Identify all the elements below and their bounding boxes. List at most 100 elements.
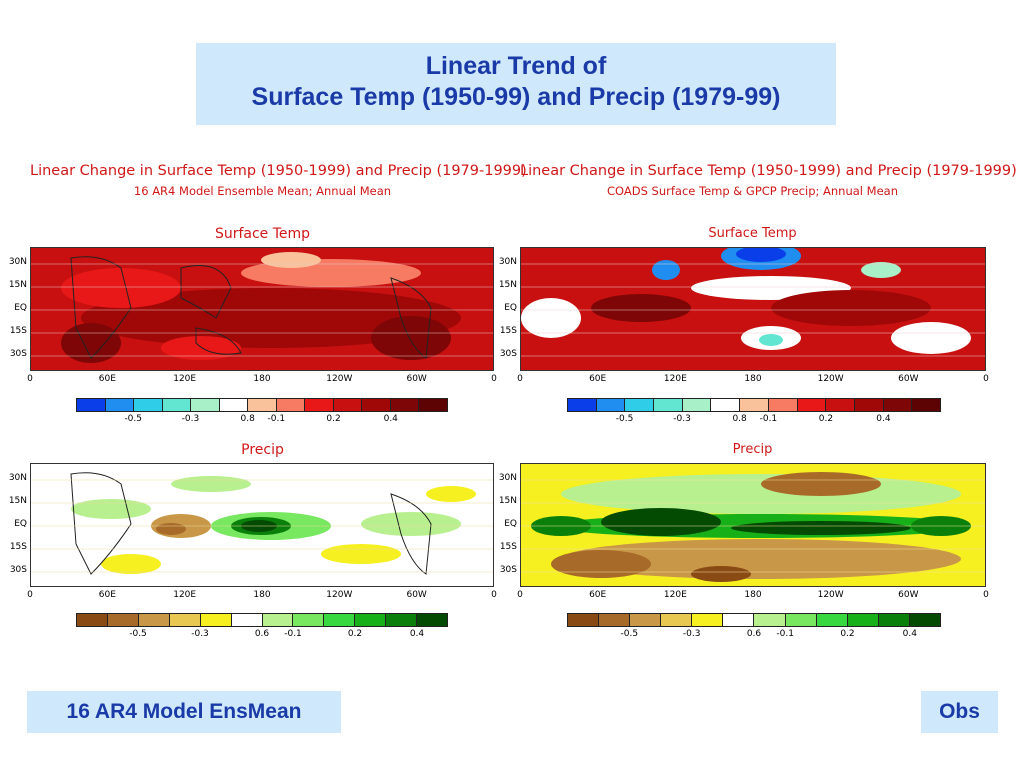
map-obs-temp bbox=[520, 247, 986, 371]
colorbar-cell bbox=[630, 614, 662, 626]
map-obs-precip bbox=[520, 463, 986, 587]
colorbar-cell bbox=[390, 399, 420, 411]
colorbar-cell bbox=[754, 614, 786, 626]
lon-label-obs-precip: 0 bbox=[517, 590, 523, 600]
lon-label-model-precip: 60W bbox=[406, 590, 427, 600]
colorbar-cell bbox=[826, 399, 855, 411]
colorbar-label: -0.3 bbox=[181, 414, 200, 424]
colorbar-cell bbox=[191, 399, 220, 411]
colorbar-label: 0.4 bbox=[902, 629, 917, 639]
lat-label-obs-temp: 30S bbox=[499, 349, 517, 359]
lat-label-model-precip: 15S bbox=[9, 542, 27, 552]
right-precip-title: Precip bbox=[732, 442, 773, 457]
colorbar-cell bbox=[77, 614, 108, 626]
lon-label-obs-temp: 60W bbox=[898, 374, 919, 384]
colorbar-cell bbox=[847, 614, 879, 626]
lon-label-model-temp: 0 bbox=[27, 374, 33, 384]
lat-label-model-temp: EQ bbox=[14, 303, 27, 313]
colorbar-label: -0.1 bbox=[267, 414, 286, 424]
colorbar-cell bbox=[568, 614, 600, 626]
colorbar-label: 0.2 bbox=[347, 629, 363, 639]
colorbar-label: 0.2 bbox=[840, 629, 855, 639]
colorbar-cell bbox=[77, 399, 106, 411]
lat-label-obs-temp: EQ bbox=[504, 303, 517, 313]
right-panel-header: Linear Change in Surface Temp (1950-1999… bbox=[520, 163, 1017, 179]
lat-label-model-precip: EQ bbox=[14, 519, 27, 529]
colorbar-cell bbox=[169, 614, 201, 626]
colorbar-cell bbox=[768, 399, 798, 411]
lon-label-obs-temp: 60E bbox=[589, 374, 607, 384]
lon-label-model-precip: 60E bbox=[98, 590, 116, 600]
left-precip-title: Precip bbox=[241, 442, 284, 458]
lon-label-obs-precip: 0 bbox=[983, 590, 989, 600]
lat-label-model-precip: 30S bbox=[9, 565, 27, 575]
colorbar-cell bbox=[200, 614, 232, 626]
colorbar-label: 0.2 bbox=[326, 414, 341, 424]
left-panel-subheader: 16 AR4 Model Ensemble Mean; Annual Mean bbox=[133, 184, 392, 198]
lon-label-obs-precip: 120E bbox=[663, 590, 687, 600]
colorbar-label: -0.1 bbox=[284, 629, 302, 639]
colorbar-model-temp bbox=[76, 398, 448, 412]
lat-label-model-precip: 15N bbox=[8, 496, 27, 506]
lat-label-model-temp: 15N bbox=[8, 280, 27, 290]
colorbar-label: 0.8 bbox=[732, 414, 747, 424]
colorbar-cell bbox=[797, 399, 827, 411]
lon-label-obs-temp: 0 bbox=[517, 374, 523, 384]
lat-label-model-temp: 15S bbox=[9, 326, 27, 336]
colorbar-cell bbox=[661, 614, 693, 626]
colorbar-label: 0.6 bbox=[746, 629, 762, 639]
right-temp-title: Surface Temp bbox=[708, 226, 797, 241]
colorbar-cell bbox=[105, 399, 135, 411]
colorbar-cell bbox=[816, 614, 848, 626]
colorbar-cell bbox=[854, 399, 884, 411]
slide-title-line2: Surface Temp (1950-99) and Precip (1979-… bbox=[251, 83, 781, 111]
colorbar-label: -0.5 bbox=[129, 629, 147, 639]
colorbar-cell bbox=[723, 614, 755, 626]
colorbar-cell bbox=[692, 614, 724, 626]
lat-label-obs-temp: 30N bbox=[498, 257, 517, 267]
colorbar-label: 0.4 bbox=[876, 414, 891, 424]
lat-label-obs-precip: 15N bbox=[498, 496, 517, 506]
colorbar-label: -0.3 bbox=[191, 629, 209, 639]
lon-label-model-precip: 180 bbox=[253, 590, 271, 600]
colorbar-cell bbox=[248, 399, 277, 411]
model-ensmean-label: 16 AR4 Model EnsMean bbox=[27, 691, 341, 733]
lon-label-model-precip: 0 bbox=[27, 590, 33, 600]
colorbar-label: 0.4 bbox=[409, 629, 425, 639]
lon-label-obs-precip: 60E bbox=[589, 590, 607, 600]
colorbar-cell bbox=[711, 399, 741, 411]
colorbar-label: -0.1 bbox=[776, 629, 794, 639]
colorbar-cell bbox=[625, 399, 655, 411]
colorbar-cell bbox=[355, 614, 387, 626]
lat-label-model-temp: 30N bbox=[8, 257, 27, 267]
right-panel-subheader: COADS Surface Temp & GPCP Precip; Annual… bbox=[606, 184, 898, 198]
colorbar-label: 0.4 bbox=[383, 414, 398, 424]
lon-label-model-precip: 120W bbox=[326, 590, 353, 600]
lat-label-obs-temp: 15S bbox=[499, 326, 517, 336]
colorbar-label: -0.3 bbox=[682, 629, 701, 639]
colorbar-label: -0.5 bbox=[124, 414, 142, 424]
colorbar-cell bbox=[599, 614, 631, 626]
left-panel-header: Linear Change in Surface Temp (1950-1999… bbox=[30, 163, 527, 179]
lon-label-obs-temp: 0 bbox=[983, 374, 989, 384]
colorbar-cell bbox=[654, 399, 683, 411]
lat-label-obs-precip: 15S bbox=[499, 542, 517, 552]
colorbar-cell bbox=[596, 399, 626, 411]
colorbar-cell bbox=[162, 399, 192, 411]
colorbar-obs-precip bbox=[567, 613, 941, 627]
colorbar-cell bbox=[333, 399, 363, 411]
colorbar-cell bbox=[883, 399, 913, 411]
lon-label-model-temp: 180 bbox=[253, 374, 271, 384]
lon-label-obs-temp: 180 bbox=[744, 374, 762, 384]
colorbar-cell bbox=[362, 399, 391, 411]
lon-label-obs-precip: 180 bbox=[744, 590, 762, 600]
colorbar-label: -0.5 bbox=[620, 629, 639, 639]
colorbar-cell bbox=[293, 614, 325, 626]
slide-title: Linear Trend of Surface Temp (1950-99) a… bbox=[196, 43, 836, 125]
colorbar-cell bbox=[568, 399, 597, 411]
lat-label-obs-temp: 15N bbox=[498, 280, 517, 290]
colorbar-cell bbox=[134, 399, 163, 411]
lon-label-obs-temp: 120E bbox=[663, 374, 687, 384]
colorbar-cell bbox=[324, 614, 356, 626]
map-model-temp bbox=[30, 247, 494, 371]
